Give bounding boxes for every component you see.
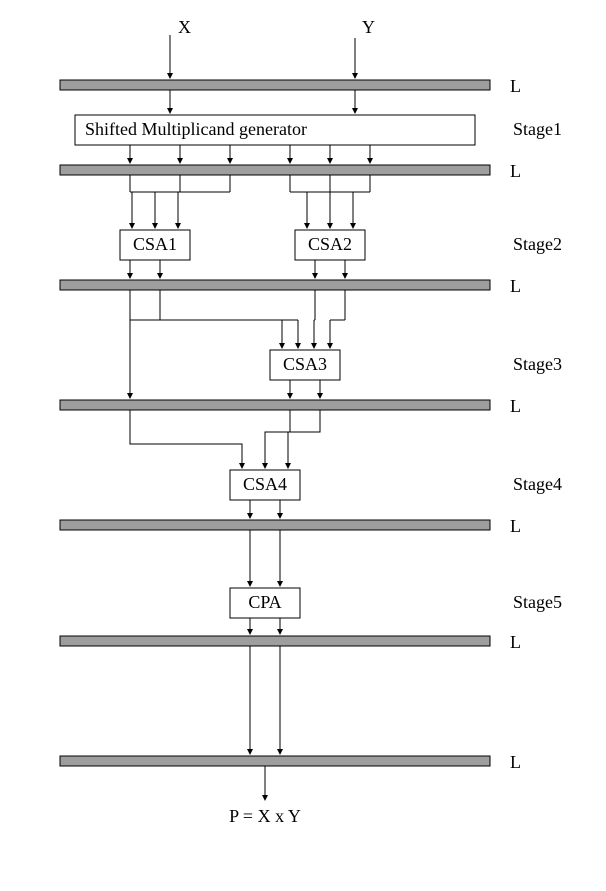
l4-csa4-left xyxy=(130,410,242,468)
labels.stage4: Stage4 xyxy=(513,474,562,494)
labels.stage5: Stage5 xyxy=(513,592,562,612)
multiplier-pipeline-diagram: L L L L L L L Shifted Multiplicand generator CSA… xyxy=(0,0,606,891)
labels.stage1: Stage1 xyxy=(513,119,562,139)
latch-label-2: L xyxy=(510,161,521,181)
latch-label-5: L xyxy=(510,516,521,536)
latch-bar-6 xyxy=(60,636,490,646)
latch-label-7: L xyxy=(510,752,521,772)
labels.stage1_box: Shifted Multiplicand generator xyxy=(85,119,307,139)
labels.csa2: CSA2 xyxy=(308,234,352,254)
l4-csa4-mid-0 xyxy=(265,410,290,468)
latch-bar-7 xyxy=(60,756,490,766)
latch-bar-1 xyxy=(60,80,490,90)
labels.stage3: Stage3 xyxy=(513,354,562,374)
latch-bar-5 xyxy=(60,520,490,530)
latch-bar-3 xyxy=(60,280,490,290)
latch-label-1: L xyxy=(510,76,521,96)
latch-bar-4 xyxy=(60,400,490,410)
labels.input_x: X xyxy=(178,17,191,37)
labels.input_y: Y xyxy=(362,17,375,37)
l4-csa4-mid-1 xyxy=(288,410,320,468)
labels.csa1: CSA1 xyxy=(133,234,177,254)
latch-bar-2 xyxy=(60,165,490,175)
latch-label-6: L xyxy=(510,632,521,652)
latch-label-3: L xyxy=(510,276,521,296)
labels.output: P = X x Y xyxy=(229,806,301,826)
labels.cpa: CPA xyxy=(248,592,281,612)
labels.csa4: CSA4 xyxy=(243,474,287,494)
labels.stage2: Stage2 xyxy=(513,234,562,254)
labels.csa3: CSA3 xyxy=(283,354,327,374)
latch-label-4: L xyxy=(510,396,521,416)
